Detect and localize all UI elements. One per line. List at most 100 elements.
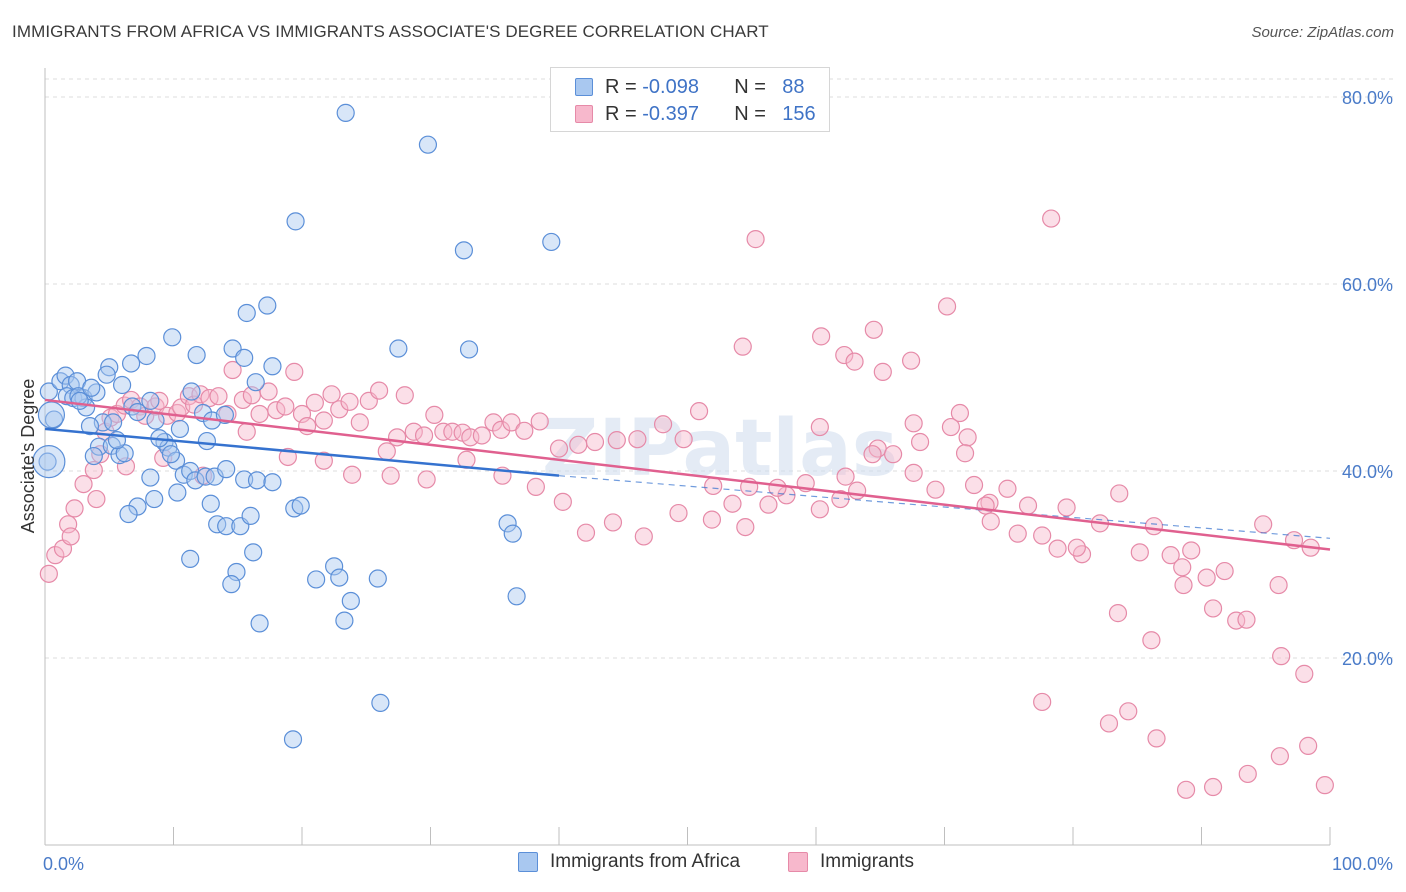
data-point-blue [97,365,116,384]
data-point-pink [461,428,480,447]
data-point-pink [1215,561,1234,581]
data-point-pink [669,503,688,523]
data-point-pink [836,467,855,486]
data-point-pink [950,403,970,423]
data-point-blue [263,357,282,376]
data-point-blue [121,354,141,373]
data-point-blue [80,417,100,436]
data-point-pink [634,527,653,546]
data-point-blue [286,212,305,231]
data-point-pink [1299,736,1318,755]
data-point-pink [515,421,534,440]
data-point-pink [835,345,854,365]
data-point-pink [704,476,723,496]
data-point-blue [84,446,103,466]
data-point-pink [864,320,883,339]
data-point-pink [39,564,58,583]
data-point-blue [168,483,187,502]
data-point-pink [576,523,596,542]
data-point-pink [350,413,369,432]
data-point-blue [507,587,526,606]
data-point-pink [61,527,80,546]
data-point-blue [235,348,254,367]
data-point-blue [201,494,220,513]
data-point-blue [37,401,66,429]
data-point-pink [1008,524,1027,543]
data-point-pink [1108,604,1128,623]
data-point-blue [137,346,156,366]
y-tick-label: 80.0% [1342,88,1393,108]
data-point-pink [883,445,903,464]
data-point-pink [377,442,396,461]
data-point-pink [1269,575,1288,595]
data-point-pink [1033,692,1052,712]
data-point-pink [1295,664,1314,683]
data-point-pink [733,337,752,356]
x-tick-label: 100.0% [1332,854,1393,874]
blue-points-layer [32,103,561,749]
data-point-blue [330,568,349,587]
data-point-blue [237,303,256,323]
data-point-pink [981,512,1000,531]
data-point-pink [736,517,755,537]
data-point-pink [1176,780,1196,799]
data-point-pink [1057,498,1076,517]
y-tick-label: 60.0% [1342,275,1393,295]
data-point-blue [389,339,408,358]
data-point-pink [549,439,569,458]
trend-line-pink [44,398,1331,551]
data-point-pink [1142,631,1161,650]
data-point-pink [1254,515,1273,534]
data-point-pink [1315,776,1334,795]
data-point-pink [492,420,511,439]
data-point-pink [322,385,341,404]
data-point-blue [112,375,132,395]
data-point-blue [186,471,205,490]
data-point-pink [607,431,626,450]
data-point-pink [569,435,588,454]
data-point-blue [235,470,254,489]
series-legend-africa: Immigrants from Africa [518,851,740,873]
data-point-pink [848,481,867,500]
data-point-pink [1048,539,1067,558]
series-legend-label: Immigrants [820,851,914,872]
data-point-blue [89,437,109,456]
legend-row-immigrants: R = -0.397 N = 156 [575,101,816,127]
legend-r-value: -0.397 [642,102,699,125]
data-point-pink [910,432,930,452]
data-point-blue [145,489,164,509]
trend-line-blue-dashed [558,475,1331,539]
data-point-pink [417,470,436,489]
data-point-pink [200,388,219,408]
data-point-pink [1203,777,1223,797]
data-point-blue [163,328,182,347]
data-point-pink [1067,538,1086,557]
data-point-pink [381,466,400,485]
data-point-pink [585,432,605,452]
trend-layer [44,398,1331,551]
data-point-pink [964,475,984,495]
data-point-pink [84,460,103,480]
legend-n-label: N = [734,102,772,125]
data-point-pink [343,465,362,484]
data-point-pink [425,405,444,424]
x-tick-label: 0.0% [43,854,84,874]
data-point-blue [161,445,181,464]
data-point-blue [244,543,263,562]
data-point-pink [941,417,961,437]
data-point-blue [341,591,360,611]
data-point-pink [653,415,673,434]
data-point-blue [187,345,206,365]
data-point-pink [233,390,252,410]
data-point-blue [217,460,236,479]
y-axis-label: Associate's Degree [18,379,38,534]
grid-layer [45,78,1394,659]
data-point-pink [689,402,709,421]
series-swatch-blue [518,852,538,872]
data-point-pink [958,428,977,447]
tick-label-layer: 20.0% 40.0% 60.0% 80.0% 0.0% 100.0% [43,88,1393,874]
data-point-pink [116,457,136,476]
data-point-pink [250,404,269,424]
data-point-blue [82,378,101,397]
data-point-pink [305,393,324,412]
